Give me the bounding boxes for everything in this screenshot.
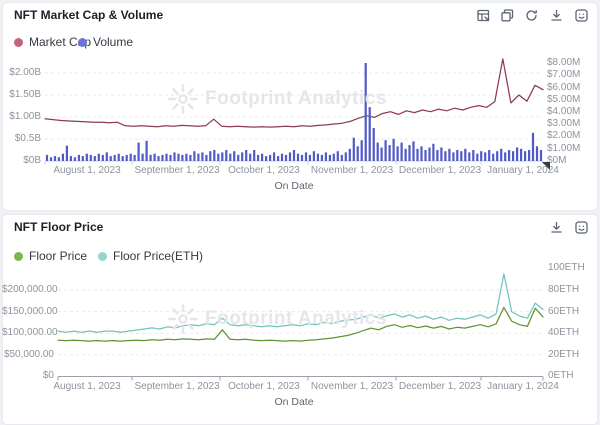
- copy-icon[interactable]: [499, 7, 515, 23]
- floor-price-eth-dot: [98, 251, 107, 261]
- y-tick: 40ETH: [548, 327, 580, 338]
- y-tick: $1.00B: [9, 111, 41, 122]
- volume-dot: [78, 37, 87, 47]
- y-tick: 100ETH: [548, 262, 585, 273]
- legend-market-cap[interactable]: Market Cap: [14, 35, 91, 49]
- x-axis-title: On Date: [274, 180, 314, 192]
- market-cap-volume-chart[interactable]: [0, 0, 600, 211]
- legend-volume-label: Volume: [93, 35, 134, 49]
- y-tick: $0: [42, 370, 54, 381]
- refresh-icon[interactable]: [523, 7, 539, 23]
- x-axis-title: On Date: [274, 396, 314, 408]
- y-tick: 0ETH: [548, 370, 574, 381]
- x-tick: September 1, 2023: [134, 381, 220, 392]
- x-tick: November 1, 2023: [310, 165, 394, 176]
- x-tick: October 1, 2023: [228, 165, 300, 176]
- y-tick: $150,000.00: [2, 306, 58, 317]
- x-tick: January 1, 2024: [487, 165, 559, 176]
- y-tick: $5.00M: [547, 94, 581, 105]
- market-cap-dot: [14, 37, 23, 47]
- y-tick: $100,000.00: [2, 327, 58, 338]
- legend-floor-price-label: Floor Price: [29, 249, 88, 263]
- y-tick: $0B: [23, 155, 41, 166]
- axis-end-marker[interactable]: [542, 162, 550, 170]
- panel2-title: NFT Floor Price: [14, 220, 104, 234]
- watermark-icon[interactable]: [573, 219, 589, 235]
- view-table-icon[interactable]: [475, 7, 491, 23]
- floor-price-dot: [14, 251, 23, 261]
- y-tick: $200,000.00: [2, 284, 58, 295]
- panel1-title: NFT Market Cap & Volume: [14, 8, 164, 22]
- legend-floor-price-eth[interactable]: Floor Price(ETH): [98, 249, 203, 263]
- x-tick: January 1, 2024: [487, 381, 559, 392]
- y-tick: 60ETH: [548, 306, 580, 317]
- y-tick: $7.00M: [547, 69, 581, 80]
- y-tick: $0M: [547, 155, 567, 166]
- y-tick: 20ETH: [548, 349, 580, 360]
- x-tick: December 1, 2023: [398, 381, 482, 392]
- y-tick: $0.5B: [14, 133, 41, 144]
- x-tick: September 1, 2023: [134, 165, 220, 176]
- legend-volume[interactable]: Volume: [78, 35, 133, 49]
- legend-floor-price[interactable]: Floor Price: [14, 249, 87, 263]
- floor-price-chart[interactable]: [0, 214, 600, 425]
- x-tick: November 1, 2023: [310, 381, 394, 392]
- download-icon[interactable]: [548, 219, 564, 235]
- y-tick: $4.00M: [547, 106, 581, 117]
- y-tick: $3.00M: [547, 118, 581, 129]
- legend-floor-price-eth-label: Floor Price(ETH): [113, 249, 204, 263]
- y-tick: $50,000.00: [3, 349, 54, 360]
- market-cap-volume-card: [2, 2, 598, 211]
- y-tick: $6.00M: [547, 82, 581, 93]
- x-tick: December 1, 2023: [398, 165, 482, 176]
- x-tick: October 1, 2023: [228, 381, 300, 392]
- x-tick: August 1, 2023: [53, 381, 121, 392]
- x-tick: August 1, 2023: [53, 165, 121, 176]
- legend-market-cap-label: Market Cap: [29, 35, 92, 49]
- y-tick: $2.00B: [9, 67, 41, 78]
- y-tick: $1.50B: [9, 89, 41, 100]
- y-tick: $8.00M: [547, 57, 581, 68]
- download-icon[interactable]: [548, 7, 564, 23]
- watermark-icon[interactable]: [573, 7, 589, 23]
- y-tick: $1.00M: [547, 143, 581, 154]
- y-tick: $2.00M: [547, 130, 581, 141]
- y-tick: 80ETH: [548, 284, 580, 295]
